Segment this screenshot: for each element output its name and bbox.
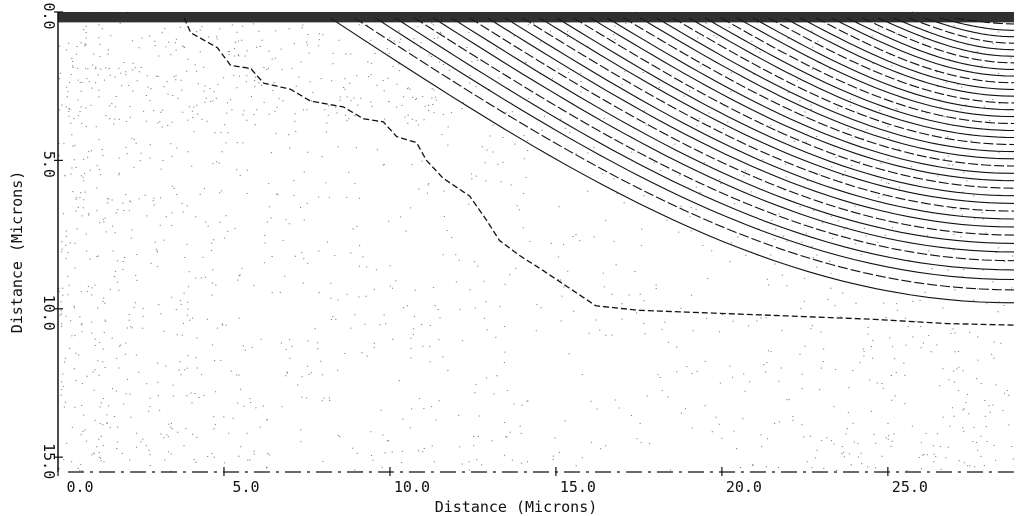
x-tick-label: 5.0 (232, 478, 259, 496)
contour-line (720, 17, 1015, 125)
contour-line (846, 17, 1014, 70)
contour-line (908, 17, 1014, 44)
contour-line (672, 17, 1015, 146)
x-tick-label: 10.0 (394, 478, 430, 496)
contour-line (329, 17, 1015, 304)
contour-line (831, 17, 1015, 77)
contour-line (784, 17, 1015, 97)
y-tick-label: 15.0 (40, 443, 58, 479)
contour-line (375, 17, 1015, 281)
contour-line (688, 17, 1015, 139)
contour-line (414, 17, 1015, 262)
contour-line (539, 17, 1015, 204)
x-tick-label: 20.0 (726, 478, 762, 496)
contour-line (768, 17, 1014, 104)
x-tick-label: 0.0 (66, 478, 93, 496)
contour-line (892, 17, 1014, 51)
contour-line (799, 17, 1014, 90)
contour-line (487, 17, 1015, 228)
top-dense-band (58, 12, 1014, 23)
contour-line (656, 17, 1015, 153)
x-axis-title: Distance (Microns) (435, 498, 598, 516)
contour-line (504, 17, 1015, 220)
x-tick-label: 15.0 (560, 478, 596, 496)
y-axis-title: Distance (Microns) (8, 171, 26, 334)
contour-line (752, 17, 1014, 111)
contour-line (469, 17, 1015, 236)
contour-line (815, 17, 1014, 84)
contour-line (704, 17, 1015, 132)
contour-lines (329, 17, 1015, 304)
dashed-boundary (183, 17, 1015, 326)
x-tick-label: 25.0 (892, 478, 928, 496)
contour-line (877, 17, 1015, 57)
contour-line (451, 17, 1015, 244)
y-tick-label: 0.0 (40, 2, 58, 29)
contour-line (432, 17, 1015, 253)
contour-line (862, 17, 1014, 64)
boundary-lines (58, 12, 1015, 473)
y-tick-label: 10.0 (40, 295, 58, 331)
contour-line (606, 17, 1015, 174)
contour-line (923, 17, 1014, 38)
contour-line (354, 17, 1015, 291)
contour-line (573, 17, 1015, 189)
contour-line (522, 17, 1015, 212)
contour-line (639, 17, 1015, 160)
contour-line (623, 17, 1015, 167)
contour-line (590, 17, 1015, 182)
contour-line (394, 17, 1015, 271)
y-tick-label: 5.0 (40, 151, 58, 178)
axes: 0.0 5.0 10.0 15.0 20.0 25.0 0.0 5.0 10.0 15.0 Dist… (8, 2, 928, 516)
contour-line (736, 17, 1015, 118)
contour-line (556, 17, 1015, 197)
